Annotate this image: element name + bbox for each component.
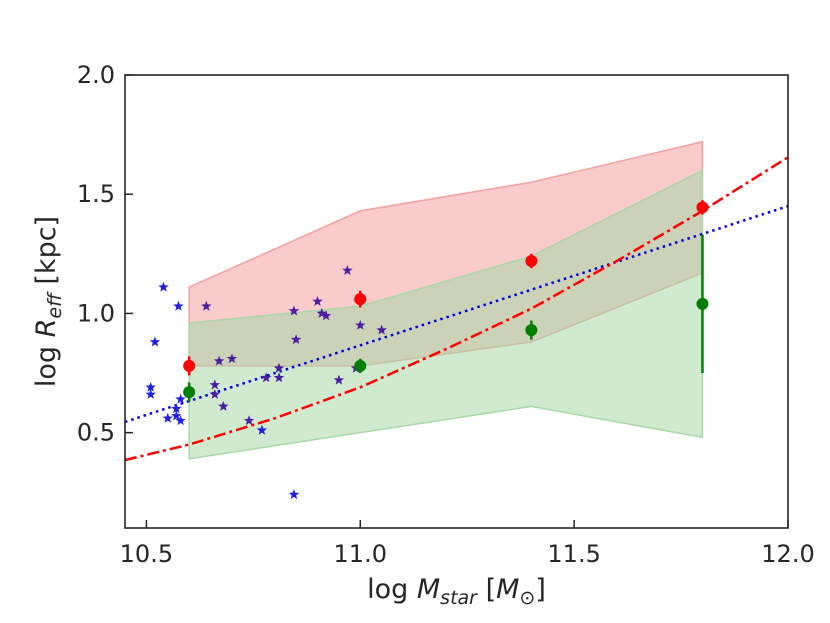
confidence-bands xyxy=(188,140,704,460)
y-tick-label: 1.0 xyxy=(77,299,115,327)
red-binned-point xyxy=(354,293,367,306)
purple-star-point xyxy=(376,324,387,335)
purple-star-point xyxy=(260,372,272,383)
purple-star-point xyxy=(243,415,255,426)
x-tick-label: 11.5 xyxy=(547,540,600,568)
green-binned-point xyxy=(354,359,367,372)
blue-star-point xyxy=(173,300,184,311)
y-tick-label: 0.5 xyxy=(77,419,115,447)
purple-star-point xyxy=(316,307,327,318)
red-binned-point xyxy=(696,201,709,214)
purple-star-point xyxy=(290,334,302,345)
purple-star-point xyxy=(226,353,238,364)
blue-star-point xyxy=(288,489,300,500)
blue-star-point xyxy=(175,393,186,404)
blue-star-point xyxy=(256,424,268,435)
purple-star-point xyxy=(273,372,285,383)
purple-star-point xyxy=(288,305,300,316)
green-binned-point xyxy=(696,297,709,310)
fit-lines xyxy=(124,156,789,462)
green-binned-point xyxy=(183,386,196,399)
x-tick-label: 10.5 xyxy=(120,540,173,568)
purple-star-point xyxy=(320,310,332,321)
purple-star-point xyxy=(213,355,225,366)
purple-star-point xyxy=(355,319,366,330)
axis-ticks: 10.5 11.0 11.5 12.0 0.5 1.0 1.5 2.0 xyxy=(77,61,815,568)
purple-star-point xyxy=(342,265,353,275)
purple-star-point xyxy=(312,296,323,306)
purple-star-point xyxy=(333,374,345,385)
y-tick-label: 1.5 xyxy=(77,180,115,208)
blue-star-point xyxy=(145,388,156,399)
blue-star-point xyxy=(171,403,182,414)
red-binned-point xyxy=(183,359,196,372)
green-binned-point xyxy=(525,324,538,337)
blue-star-point xyxy=(158,281,169,292)
purple-star-point xyxy=(209,388,221,399)
blue-star-point xyxy=(149,336,161,347)
purple-star-point xyxy=(218,400,229,411)
red-binned-point xyxy=(525,254,538,267)
blue-star-point xyxy=(175,415,186,426)
plot-frame xyxy=(124,74,789,529)
x-tick-label: 11.0 xyxy=(334,540,387,568)
red-dashdot-fit-line xyxy=(124,156,789,462)
purple-star-point xyxy=(209,379,221,390)
y-tick-label: 2.0 xyxy=(77,61,115,89)
band-green xyxy=(188,169,704,460)
blue-star-point xyxy=(162,412,174,423)
x-axis-label: log Mstar [M⊙] xyxy=(367,574,546,609)
data-points xyxy=(145,200,709,500)
y-axis-label: log Reff [kpc] xyxy=(31,216,66,387)
blue-star-point xyxy=(145,381,156,392)
purple-star-point xyxy=(273,362,285,373)
x-tick-label: 12.0 xyxy=(761,540,814,568)
blue-star-point xyxy=(171,410,182,421)
purple-star-point xyxy=(201,300,212,311)
